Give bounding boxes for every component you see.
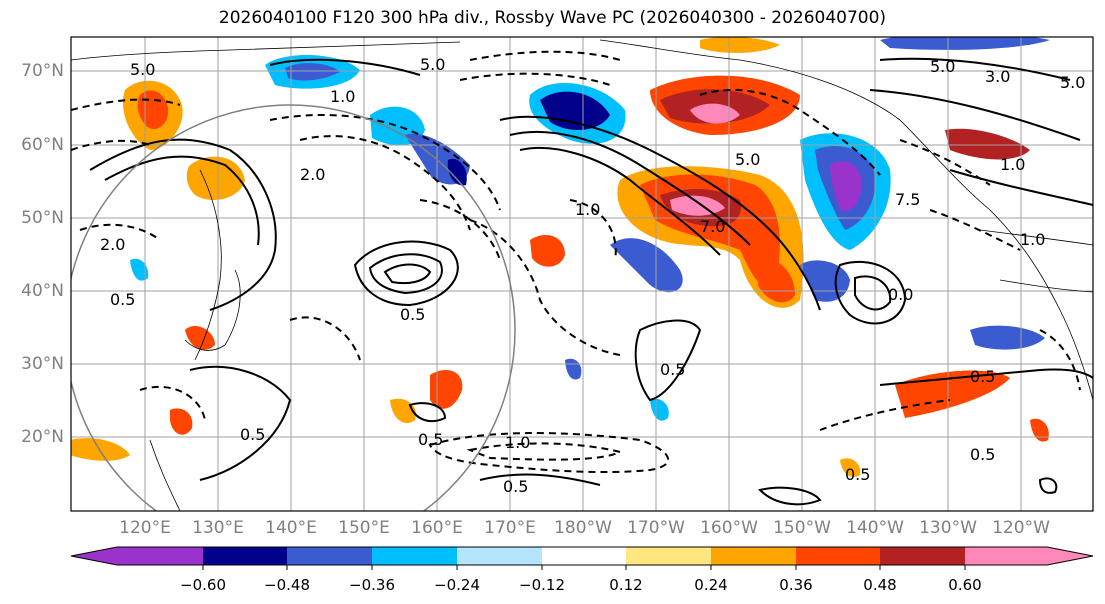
- longitude-label: 160°E: [411, 518, 463, 538]
- longitude-label: 120°E: [119, 518, 171, 538]
- longitude-label: 130°W: [919, 518, 977, 538]
- colorbar-tick-label: 0.12: [609, 576, 643, 594]
- contour-label: 0.5: [970, 367, 995, 386]
- rossby-pc-dashed-contours: [71, 50, 1081, 474]
- latitude-label: 30°N: [21, 354, 64, 374]
- colorbar-extend-max: [1047, 547, 1093, 565]
- latitude-label: 20°N: [21, 427, 64, 447]
- colorbar-tick-label: 0.24: [694, 576, 728, 594]
- great-circle-outline: [71, 104, 516, 511]
- contour-label: 5.0: [420, 55, 445, 74]
- longitude-label: 170°W: [627, 518, 685, 538]
- coastlines: [71, 39, 1093, 511]
- colorbar-segment: [372, 547, 457, 565]
- contour-label: 1.0: [1000, 155, 1025, 174]
- contour-label: 0.5: [110, 290, 135, 309]
- latitude-label: 40°N: [21, 281, 64, 301]
- colorbar-tick-label: −0.12: [519, 576, 565, 594]
- colorbar-tick-label: −0.60: [180, 576, 226, 594]
- colorbar-segment: [117, 547, 203, 565]
- contour-label: 1.0: [330, 87, 355, 106]
- colorbar-segment: [542, 547, 626, 565]
- longitude-label: 150°E: [338, 518, 390, 538]
- latitude-label: 70°N: [21, 61, 64, 81]
- colorbar: [70, 546, 1094, 570]
- longitude-label: 180°W: [554, 518, 612, 538]
- contour-label: 0.5: [418, 430, 443, 449]
- longitude-label: 140°W: [846, 518, 904, 538]
- colorbar-tick-label: −0.48: [264, 576, 310, 594]
- contour-label: 2.0: [100, 235, 125, 254]
- colorbar-tick-label: 0.36: [779, 576, 813, 594]
- colorbar-tick-label: 0.60: [948, 576, 982, 594]
- colorbar-tick-label: 0.48: [863, 576, 897, 594]
- contour-label: 0.5: [400, 305, 425, 324]
- colorbar-segment: [965, 547, 1047, 565]
- map-title: 2026040100 F120 300 hPa div., Rossby Wav…: [218, 8, 887, 28]
- contour-label: 1.0: [575, 200, 600, 219]
- contour-label: 2.0: [300, 165, 325, 184]
- graticule: [71, 37, 1093, 511]
- colorbar-tick-label: −0.24: [434, 576, 480, 594]
- contour-label: 1.0: [505, 433, 530, 452]
- contour-label: 0.5: [660, 360, 685, 379]
- contour-label: 0.5: [970, 445, 995, 464]
- contour-label: 5.0: [930, 57, 955, 76]
- colorbar-tick-label: −0.36: [349, 576, 395, 594]
- longitude-label: 130°E: [192, 518, 244, 538]
- contour-label: 5.0: [130, 60, 155, 79]
- contour-label: 5.0: [735, 150, 760, 169]
- colorbar-outline: [70, 546, 1094, 566]
- colorbar-segment: [796, 547, 880, 565]
- contour-label: 7.0: [700, 217, 725, 236]
- contour-label: 7.5: [895, 190, 920, 209]
- map-frame: [70, 36, 1094, 512]
- colorbar-segment: [457, 547, 542, 565]
- contour-label: 1.0: [1020, 230, 1045, 249]
- colorbar-segment: [711, 547, 796, 565]
- contour-label: 0.0: [888, 285, 913, 304]
- contour-label: 5.0: [1060, 73, 1085, 92]
- colorbar-extend-min: [71, 547, 117, 565]
- longitude-label: 120°W: [992, 518, 1050, 538]
- contour-label: 3.0: [985, 67, 1010, 86]
- contour-label: 0.5: [503, 477, 528, 496]
- contour-label: 0.5: [240, 425, 265, 444]
- rossby-pc-solid-contours: [89, 57, 1093, 506]
- colorbar-segment: [880, 547, 965, 565]
- colorbar-segment: [626, 547, 711, 565]
- longitude-label: 170°E: [484, 518, 536, 538]
- longitude-label: 150°W: [773, 518, 831, 538]
- colorbar-segment: [287, 547, 372, 565]
- longitude-label: 140°E: [265, 518, 317, 538]
- contour-label: 0.5: [845, 465, 870, 484]
- latitude-label: 50°N: [21, 208, 64, 228]
- colorbar-segment: [203, 547, 287, 565]
- latitude-label: 60°N: [21, 135, 64, 155]
- longitude-label: 160°W: [700, 518, 758, 538]
